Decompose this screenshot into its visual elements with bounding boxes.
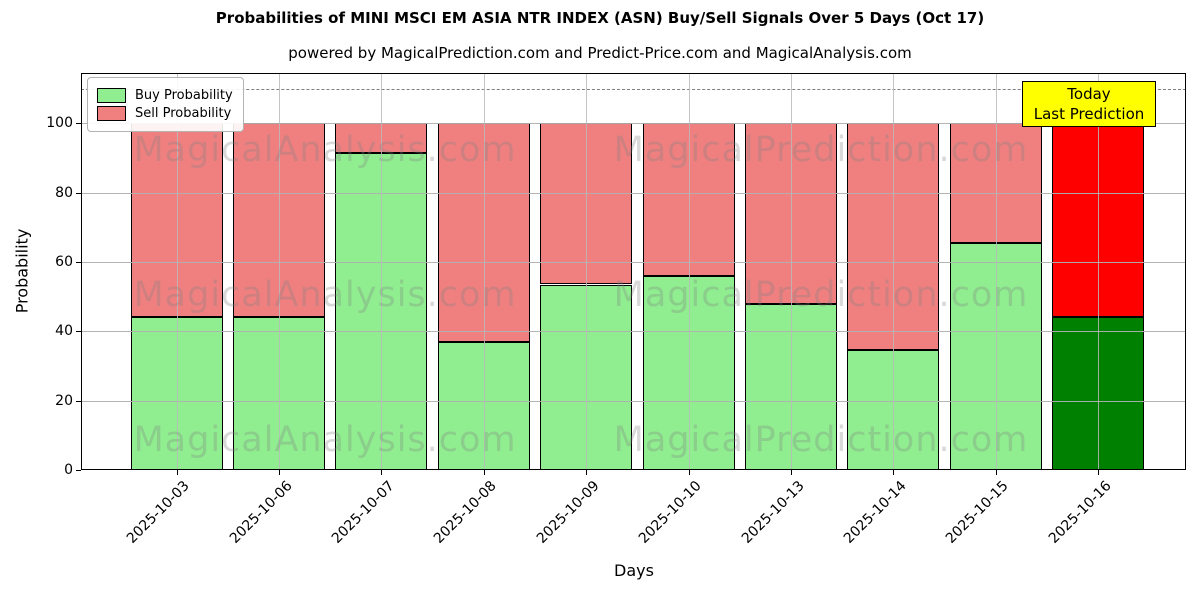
v-gridline [483, 73, 485, 470]
chart-subtitle: powered by MagicalPrediction.com and Pre… [288, 44, 912, 62]
sell-swatch-icon [97, 106, 126, 121]
x-tick-mark [688, 470, 690, 475]
y-tick-label: 80 [55, 184, 73, 201]
chart-title: Probabilities of MINI MSCI EM ASIA NTR I… [215, 9, 985, 27]
watermark-text: MagicalPrediction.com [613, 130, 1029, 170]
y-tick-mark [76, 470, 81, 471]
watermark-text: MagicalPrediction.com [613, 275, 1029, 315]
legend-label-sell: Sell Probability [135, 106, 232, 121]
y-tick-mark [76, 123, 81, 125]
y-tick-label: 100 [46, 115, 73, 132]
x-axis-label: Days [614, 561, 654, 580]
x-tick-mark [1098, 470, 1100, 475]
x-tick-label: 2025-10-07 [328, 478, 398, 547]
legend: Buy Probability Sell Probability [87, 77, 244, 132]
y-tick-label: 20 [55, 392, 73, 409]
y-tick-mark [76, 331, 81, 333]
watermark-text: MagicalAnalysis.com [133, 420, 517, 460]
watermark-text: MagicalAnalysis.com [133, 130, 517, 170]
x-tick-label: 2025-10-15 [943, 478, 1012, 547]
h-gridline [81, 123, 1186, 125]
v-gridline [381, 73, 383, 470]
legend-item-buy: Buy Probability [97, 88, 233, 103]
x-tick-mark [586, 470, 588, 475]
v-gridline [176, 73, 178, 470]
plot-area: MagicalAnalysis.com MagicalPrediction.com… [81, 73, 1186, 470]
x-tick-label: 2025-10-16 [1045, 478, 1115, 547]
watermark-text: MagicalPrediction.com [613, 420, 1029, 460]
x-tick-mark [483, 470, 485, 475]
x-tick-mark [893, 470, 895, 475]
x-tick-mark [790, 470, 792, 475]
v-gridline [279, 73, 281, 470]
x-tick-label: 2025-10-14 [840, 478, 910, 547]
h-gridline [81, 400, 1186, 402]
x-tick-label: 2025-10-06 [226, 478, 296, 547]
buy-swatch-icon [97, 88, 126, 103]
x-tick-label: 2025-10-10 [636, 478, 705, 547]
today-annotation: Today Last Prediction [1022, 81, 1156, 127]
h-gridline [81, 331, 1186, 333]
x-tick-label: 2025-10-13 [738, 478, 808, 547]
x-tick-label: 2025-10-03 [124, 478, 194, 547]
watermark-text: MagicalAnalysis.com [133, 275, 517, 315]
x-tick-mark [381, 470, 383, 475]
y-axis-label: Probability [12, 228, 32, 314]
h-gridline [81, 261, 1186, 263]
y-tick-mark [76, 400, 81, 402]
v-gridline [995, 73, 997, 470]
v-gridline [1098, 73, 1100, 470]
x-tick-mark [176, 470, 178, 475]
x-tick-label: 2025-10-09 [533, 478, 603, 547]
y-tick-label: 40 [55, 323, 73, 340]
legend-label-buy: Buy Probability [135, 88, 233, 103]
threshold-dashed-line [81, 88, 1186, 90]
h-gridline [81, 192, 1186, 194]
v-gridline [688, 73, 690, 470]
x-tick-mark [279, 470, 281, 475]
y-tick-label: 0 [64, 462, 73, 478]
v-gridline [790, 73, 792, 470]
x-tick-label: 2025-10-08 [431, 478, 501, 547]
y-tick-mark [76, 261, 81, 263]
v-gridline [586, 73, 588, 470]
y-tick-label: 60 [55, 253, 73, 270]
y-tick-mark [76, 192, 81, 194]
v-gridline [893, 73, 895, 470]
legend-item-sell: Sell Probability [97, 106, 233, 121]
annotation-line1: Today [1067, 85, 1111, 103]
annotation-line2: Last Prediction [1033, 105, 1145, 123]
x-tick-mark [995, 470, 997, 475]
